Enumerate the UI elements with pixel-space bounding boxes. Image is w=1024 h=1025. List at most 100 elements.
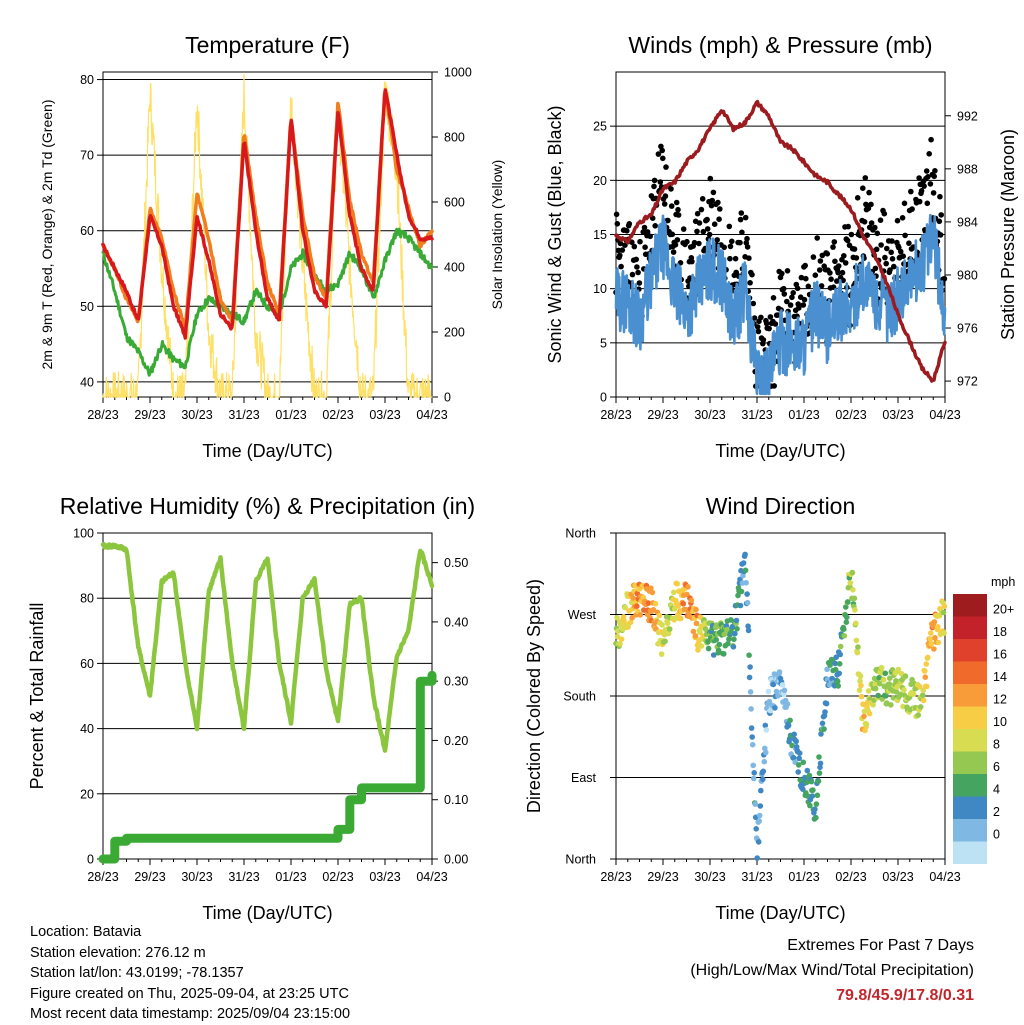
direction-point [693,620,700,627]
direction-point [925,654,931,661]
gust-point [717,206,723,212]
gust-point [709,197,715,204]
gust-point [675,212,682,218]
chart-panel-3: Relative Humidity (%) & Precipitation (i… [27,493,475,923]
direction-point [649,589,656,596]
direction-point [721,631,728,638]
gust-point [861,219,868,225]
gust-point [700,228,707,235]
direction-point [729,623,736,630]
chart-title: Wind Direction [706,493,856,519]
direction-point [628,599,635,606]
gust-point [937,232,944,238]
gust-point [746,255,752,261]
gust-point [899,215,906,221]
y-tick-label: West [568,608,597,622]
direction-point [762,722,769,729]
direction-points [613,551,948,861]
direction-point [816,770,823,776]
y-right-tick-label: 992 [957,109,978,123]
y-tick-label: 20 [80,787,94,801]
direction-point [901,687,907,693]
direction-point [940,609,947,616]
gust-point [634,264,640,270]
direction-point [813,814,819,821]
gust-point [696,240,702,247]
gust-point [694,228,700,235]
y-tick-label: 25 [593,120,607,134]
gust-point [891,263,897,270]
gust-point [941,275,948,282]
gust-point [865,205,872,212]
gust-point [699,196,706,202]
direction-point [841,626,847,632]
direction-point [876,680,883,687]
y-right-axis-label: Station Pressure (Maroon) [998,129,1018,340]
direction-point [804,779,810,786]
direction-point [738,588,745,595]
gust-point [641,224,648,231]
direction-point [659,622,665,628]
y-right-tick-label: 0.40 [444,615,468,629]
direction-point [931,646,937,652]
direction-point [887,675,893,681]
legend-title: mph [991,575,1015,589]
y-right-tick-label: 0.00 [444,853,468,867]
direction-point [779,682,786,688]
direction-point [790,755,797,761]
gust-point [755,328,762,335]
gust-point [651,177,658,184]
direction-point [652,600,659,607]
solar-insolation-line [102,74,433,398]
x-tick-label: 31/23 [741,870,772,884]
direction-point [785,722,792,729]
direction-point [833,654,839,660]
y-tick-label: 0 [600,391,607,405]
direction-point [749,734,755,740]
y-tick-label: 60 [80,224,94,238]
direction-point [773,688,780,695]
y-right-tick-label: 988 [957,162,978,176]
direction-point [890,695,897,701]
direction-point [895,666,902,673]
gust-point [781,291,788,297]
gust-point [930,190,937,196]
legend-label: 8 [993,738,1000,752]
gust-point [726,223,733,230]
x-axis-label: Time (Day/UTC) [202,441,332,461]
direction-point [855,644,861,650]
gust-point [927,181,934,187]
direction-point [928,630,934,636]
y-tick-label: 5 [600,336,607,350]
gust-point [916,175,922,181]
x-tick-label: 03/23 [882,408,913,422]
direction-point [813,801,820,807]
gust-point [848,231,855,238]
gust-point [716,216,722,222]
direction-point [807,802,813,809]
gust-point [744,244,751,250]
direction-point [747,664,753,670]
gust-point [862,175,869,181]
gust-point [770,295,777,301]
gust-point [874,230,881,237]
x-tick-label: 01/23 [275,408,306,422]
gust-point [657,179,664,185]
chart-panel-1: Temperature (F) 28/23 29/23 30/23 31/23 01/23… [39,32,505,461]
legend-label: 10 [993,715,1007,729]
gust-point [760,337,767,343]
legend-swatch [953,661,987,684]
direction-point [850,587,856,593]
gust-point [751,315,758,321]
direction-point [915,712,921,718]
direction-point [815,778,822,784]
gust-point [771,383,777,389]
gust-point [931,173,937,180]
gust-point [662,193,669,199]
direction-point [819,720,826,727]
gust-point [613,211,620,218]
direction-point [716,641,723,648]
direction-point [888,702,894,708]
direction-point [744,591,750,597]
